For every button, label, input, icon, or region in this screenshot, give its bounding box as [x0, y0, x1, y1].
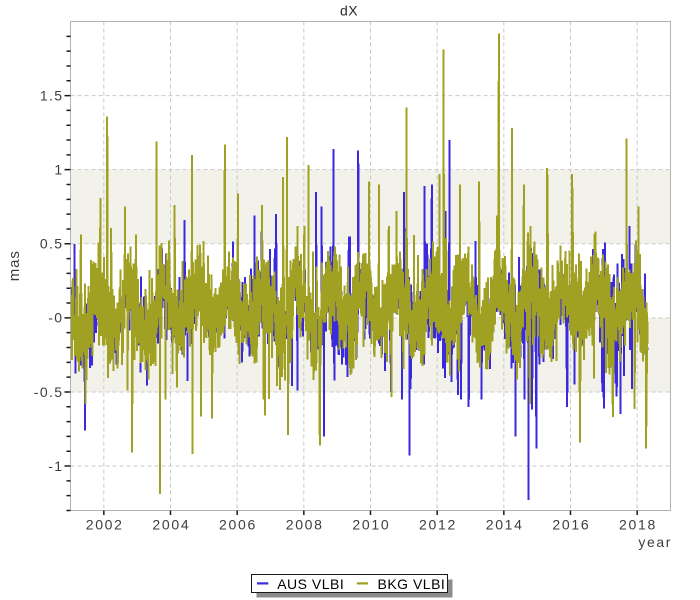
svg-text:mas: mas — [6, 250, 23, 281]
svg-text:year: year — [638, 534, 672, 550]
svg-text:2016: 2016 — [552, 517, 590, 533]
svg-text:dX: dX — [340, 3, 358, 19]
svg-text:0.5: 0.5 — [40, 236, 64, 252]
svg-text:-0.5: -0.5 — [34, 384, 64, 400]
svg-text:2006: 2006 — [219, 517, 257, 533]
svg-text:2018: 2018 — [619, 517, 657, 533]
svg-text:AUS VLBI: AUS VLBI — [277, 576, 344, 592]
svg-text:1: 1 — [54, 161, 63, 177]
svg-text:2012: 2012 — [419, 517, 457, 533]
svg-text:-1: -1 — [48, 458, 63, 474]
svg-text:1.5: 1.5 — [40, 87, 64, 103]
svg-text:2014: 2014 — [486, 517, 524, 533]
svg-text:2004: 2004 — [152, 517, 190, 533]
svg-text:-0: -0 — [48, 310, 63, 326]
svg-text:BKG VLBI: BKG VLBI — [378, 576, 446, 592]
svg-text:2008: 2008 — [286, 517, 324, 533]
svg-text:2002: 2002 — [86, 517, 124, 533]
svg-text:2010: 2010 — [352, 517, 390, 533]
